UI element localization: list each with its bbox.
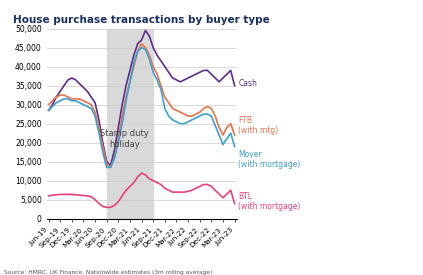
Text: BTL
(with mortgage): BTL (with mortgage)	[239, 192, 301, 211]
Text: FTB
(with mtg): FTB (with mtg)	[239, 116, 279, 135]
Text: Mover
(with mortgage): Mover (with mortgage)	[239, 150, 301, 169]
Text: Stamp duty
holiday: Stamp duty holiday	[100, 129, 148, 149]
Text: Cash: Cash	[239, 79, 257, 88]
Bar	[107, 29, 153, 219]
Title: House purchase transactions by buyer type: House purchase transactions by buyer typ…	[13, 15, 270, 25]
Text: Source: HMRC, UK Finance, Nationwide estimates (3m rolling average): Source: HMRC, UK Finance, Nationwide est…	[4, 270, 213, 275]
